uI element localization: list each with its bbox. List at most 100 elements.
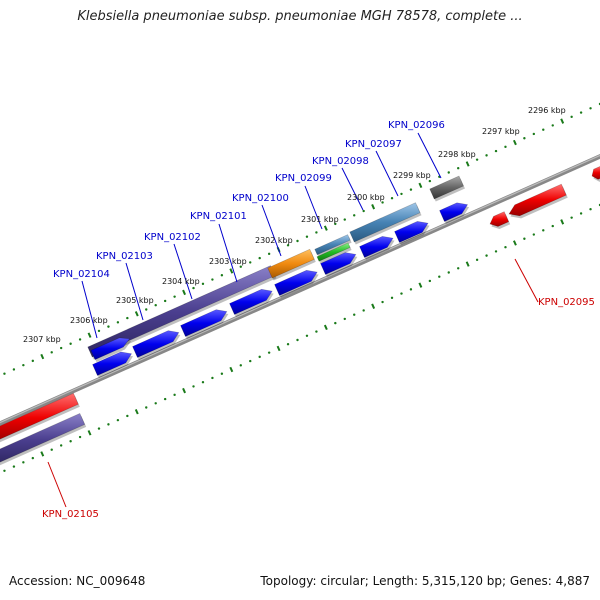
gene-label-kpn-02095[interactable]: KPN_02095 — [538, 297, 595, 308]
gene-label-kpn-02099[interactable]: KPN_02099 — [275, 173, 332, 184]
major-tick — [560, 219, 565, 225]
minor-tick — [296, 239, 299, 243]
genome-backbone — [0, 153, 600, 427]
minor-tick — [305, 235, 309, 238]
major-tick — [512, 240, 517, 246]
gene-label-kpn-02105[interactable]: KPN_02105 — [42, 509, 99, 520]
minor-tick — [154, 402, 157, 405]
minor-tick — [409, 188, 413, 191]
minor-tick — [494, 250, 498, 253]
minor-tick — [154, 304, 157, 307]
minor-tick — [343, 218, 346, 221]
cds-arrow[interactable] — [359, 236, 395, 260]
cds-arrow[interactable] — [92, 351, 134, 378]
minor-tick — [145, 406, 148, 409]
tick-label: 2304 kbp — [162, 277, 200, 286]
gene-kpn-02096[interactable] — [429, 175, 465, 202]
gene-features[interactable] — [0, 166, 600, 468]
minor-tick — [579, 111, 583, 114]
gene-label-kpn-02102[interactable]: KPN_02102 — [144, 232, 201, 243]
callout-line — [218, 223, 238, 283]
major-tick — [134, 311, 139, 317]
accession-text: Accession: NC_009648 — [9, 574, 146, 588]
minor-tick — [447, 171, 450, 174]
major-tick — [465, 261, 470, 267]
tick-label: 2307 kbp — [23, 335, 61, 344]
minor-tick — [305, 334, 309, 337]
major-tick — [371, 303, 376, 309]
minor-tick — [390, 196, 394, 200]
minor-tick — [59, 346, 63, 350]
gene-labels: KPN_02096 KPN_02097 KPN_02098 KPN_02099 … — [42, 120, 595, 520]
cds-arrow[interactable] — [132, 330, 181, 360]
major-tick — [87, 332, 92, 338]
minor-tick — [334, 222, 337, 226]
gene-label-kpn-02101[interactable]: KPN_02101 — [190, 211, 247, 222]
callout-line — [304, 185, 323, 230]
minor-tick — [267, 252, 271, 256]
gene-kpn-02105-purple[interactable] — [0, 413, 87, 468]
major-tick — [40, 451, 45, 457]
minor-tick — [267, 351, 271, 354]
tick-label: 2303 kbp — [209, 257, 247, 266]
minor-tick — [362, 309, 365, 312]
scale-ticks-upper — [3, 102, 600, 375]
minor-tick — [315, 330, 318, 333]
gene-kpn-02095-part[interactable] — [489, 211, 511, 229]
major-tick — [560, 118, 565, 124]
minor-tick — [542, 229, 545, 232]
gene-kpn-02099[interactable] — [267, 248, 316, 281]
cds-arrow[interactable] — [90, 337, 132, 363]
gene-label-kpn-02100[interactable]: KPN_02100 — [232, 193, 289, 204]
cds-arrow[interactable] — [180, 309, 229, 339]
minor-tick — [570, 115, 573, 119]
gene-kpn-02097[interactable] — [349, 202, 422, 245]
minor-tick — [551, 124, 554, 127]
gene-label-kpn-02097[interactable]: KPN_02097 — [345, 139, 402, 150]
gene-label-kpn-02103[interactable]: KPN_02103 — [96, 251, 153, 262]
kbp-tick-labels: 2296 kbp 2297 kbp 2298 kbp 2299 kbp 2300… — [23, 106, 566, 344]
callout-line — [375, 150, 399, 197]
minor-tick — [192, 286, 195, 290]
genome-backbone-highlight — [0, 154, 600, 424]
minor-tick — [428, 279, 432, 283]
minor-tick — [353, 313, 356, 316]
minor-tick — [353, 214, 356, 217]
minor-tick — [381, 300, 384, 304]
major-tick — [229, 268, 234, 274]
minor-tick — [296, 338, 299, 342]
minor-tick — [475, 158, 479, 161]
minor-tick — [542, 128, 545, 131]
cds-arrow[interactable] — [274, 269, 319, 298]
gene-kpn-02098[interactable] — [314, 234, 352, 258]
cds-arrow[interactable] — [229, 288, 274, 317]
gene-kpn-02105[interactable] — [0, 392, 80, 445]
gene-label-kpn-02104[interactable]: KPN_02104 — [53, 269, 110, 280]
minor-tick — [192, 385, 195, 388]
minor-tick — [532, 132, 536, 136]
minor-tick — [409, 288, 413, 291]
gene-label-kpn-02098[interactable]: KPN_02098 — [312, 156, 369, 167]
minor-tick — [97, 329, 101, 333]
cds-arrow[interactable] — [439, 202, 470, 224]
minor-tick — [475, 258, 479, 262]
cds-arrow[interactable] — [394, 221, 430, 245]
gene-fragment[interactable] — [591, 166, 600, 182]
minor-tick — [286, 343, 290, 346]
minor-tick — [494, 149, 498, 153]
callout-line — [125, 262, 144, 321]
cds-arrow[interactable] — [320, 252, 358, 277]
minor-tick — [239, 265, 242, 268]
tick-label: 2297 kbp — [482, 127, 520, 136]
minor-tick — [504, 245, 507, 249]
minor-tick — [381, 201, 384, 204]
minor-tick — [570, 216, 573, 219]
minor-tick — [12, 465, 16, 468]
minor-tick — [163, 397, 167, 401]
gene-kpn-02095[interactable] — [508, 183, 568, 219]
minor-tick — [69, 440, 72, 443]
gene-label-kpn-02096[interactable]: KPN_02096 — [388, 120, 445, 131]
gene-kpn-02098-sub[interactable] — [316, 242, 352, 264]
minor-tick — [390, 296, 394, 300]
